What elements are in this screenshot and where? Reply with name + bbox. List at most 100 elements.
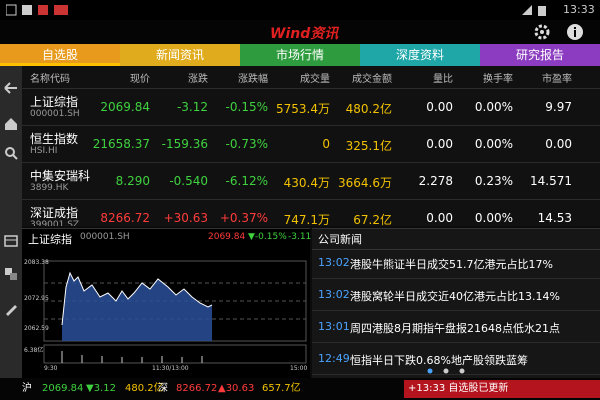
update-notice[interactable]: +13:33 自选股已更新: [404, 380, 600, 398]
news-headline[interactable]: 恒指半日下跌0.68%地产股领跌蓝筹: [350, 354, 528, 367]
cell-value: 0.00%: [474, 137, 513, 151]
cell-value: 67.2亿: [353, 213, 392, 226]
cell-value: 430.4万: [283, 176, 330, 190]
row-divider: [22, 88, 600, 89]
cell-value: 0.00: [426, 100, 453, 114]
tab[interactable]: 自选股: [0, 44, 120, 66]
ticker-price: 2069.84: [42, 383, 84, 394]
column-header: 成交金额: [352, 74, 392, 85]
column-header: 成交量: [300, 74, 330, 85]
ticker-bar: 沪 2069.84 ▼3.12 480.2亿 深 8266.72 ▲30.63 …: [0, 378, 600, 400]
cell-value: 8.290: [115, 174, 150, 188]
cell-value: 14.53: [537, 211, 572, 225]
row-divider: [22, 199, 600, 200]
cell-value: -0.15%: [225, 100, 268, 114]
watchlist-table: 名称代码 现价 涨跌 涨跌幅 成交量 成交金额 量比 换手率 市盈率上证综指 000001.SH 2…: [22, 66, 600, 226]
cell-value: +0.37%: [219, 211, 268, 225]
cell-value: 21658.37: [92, 137, 150, 151]
news-time: 13:02: [318, 256, 350, 269]
column-header: 换手率: [483, 74, 513, 85]
chart-code: 000001.SH: [80, 232, 130, 242]
cell-value: 14.571: [530, 174, 572, 188]
clock: 13:33: [563, 3, 595, 16]
cell-value: 9.97: [545, 100, 572, 114]
stock-name[interactable]: 深证成指: [30, 206, 79, 220]
news-headline[interactable]: 港股牛熊证半日成交51.7亿港元占比17%: [350, 258, 553, 271]
column-header: 名称代码: [30, 74, 70, 85]
tab[interactable]: 研究报告: [480, 44, 600, 66]
chart-change-pct: ▼-0.15%: [248, 232, 287, 242]
row-divider: [22, 162, 600, 163]
volume-label: 6.38亿: [24, 347, 44, 354]
status-icons: [6, 4, 68, 16]
divider: [312, 249, 600, 250]
cell-value: 0.00%: [474, 211, 513, 225]
tab[interactable]: 深度资料: [360, 44, 480, 66]
cell-value: 0.00: [545, 137, 572, 151]
x-label: 9:30: [44, 365, 58, 372]
cell-value: 0.00: [426, 211, 453, 225]
row-divider: [22, 125, 600, 126]
news-time: 13:02: [318, 288, 350, 301]
column-header: 量比: [433, 74, 453, 85]
signal-icons: [522, 5, 546, 16]
cell-value: -159.36: [161, 137, 208, 151]
cell-value: 325.1亿: [345, 139, 392, 153]
ticker-amount: 480.2亿: [125, 383, 164, 394]
stock-name[interactable]: 中集安瑞科: [30, 169, 91, 183]
cell-value: 0.00: [426, 137, 453, 151]
news-title: 公司新闻: [318, 233, 362, 246]
column-header: 涨跌: [188, 74, 208, 85]
cell-value: 747.1万: [283, 213, 330, 226]
sidebar: [0, 66, 22, 378]
x-label: 15:00: [290, 365, 308, 372]
header-icons[interactable]: [533, 23, 593, 41]
column-header: 现价: [130, 74, 150, 85]
divider: [312, 278, 600, 279]
stock-code: 399001.SZ: [30, 220, 80, 226]
logo: Wind资讯: [270, 26, 339, 42]
ticker-label: 深: [158, 383, 168, 394]
y-label: 2072.95: [24, 295, 49, 302]
chart-panel: 上证综指 000001.SH 2069.84 ▼-0.15% -3.11 208…: [22, 228, 312, 378]
divider: [312, 342, 600, 343]
news-time: 13:01: [318, 320, 350, 333]
y-label: 2083.38: [24, 259, 49, 266]
cell-value: 0.00%: [474, 100, 513, 114]
news-time: 12:49: [318, 352, 350, 365]
cell-value: -3.12: [176, 100, 208, 114]
news-headline[interactable]: 周四港股8月期指午盘报21648点低水21点: [350, 322, 560, 335]
y-label: 2062.59: [24, 325, 49, 332]
cell-value: +30.63: [163, 211, 208, 225]
chart-change: -3.11: [288, 232, 312, 242]
tab[interactable]: 市场行情: [240, 44, 360, 66]
column-header: 涨跌幅: [238, 74, 268, 85]
ticker-amount: 657.7亿: [262, 383, 301, 394]
stock-name[interactable]: 上证综指: [30, 95, 79, 109]
news-panel: 公司新闻: [312, 228, 600, 378]
cell-value: 8266.72: [100, 211, 150, 225]
column-header: 市盈率: [542, 74, 572, 85]
divider: [312, 310, 600, 311]
ticker-label: 沪: [22, 383, 32, 394]
chart-price: 2069.84: [208, 232, 246, 242]
status-bar: 13:33: [0, 0, 600, 20]
news-headline[interactable]: 港股窝轮半日成交近40亿港元占比13.14%: [350, 290, 560, 303]
cell-value: 2069.84: [100, 100, 150, 114]
x-label: 11:30/13:00: [152, 365, 189, 372]
ticker-price: 8266.72: [176, 383, 218, 394]
stock-code: 3899.HK: [30, 183, 69, 193]
intraday-chart: [43, 260, 307, 364]
cell-value: 0.23%: [474, 174, 513, 188]
stock-code: 000001.SH: [30, 109, 80, 119]
cell-value: 3664.6万: [338, 176, 392, 190]
sidebar-icons[interactable]: [0, 66, 22, 378]
stock-name[interactable]: 恒生指数: [30, 132, 79, 146]
tab[interactable]: 新闻资讯: [120, 44, 240, 66]
cell-value: -0.540: [169, 174, 208, 188]
ticker-change: ▼3.12: [86, 383, 116, 394]
cell-value: 0: [322, 137, 330, 151]
page-dots: [427, 368, 465, 374]
cell-value: 5753.4万: [276, 102, 330, 116]
ticker-change: ▲30.63: [218, 383, 255, 394]
